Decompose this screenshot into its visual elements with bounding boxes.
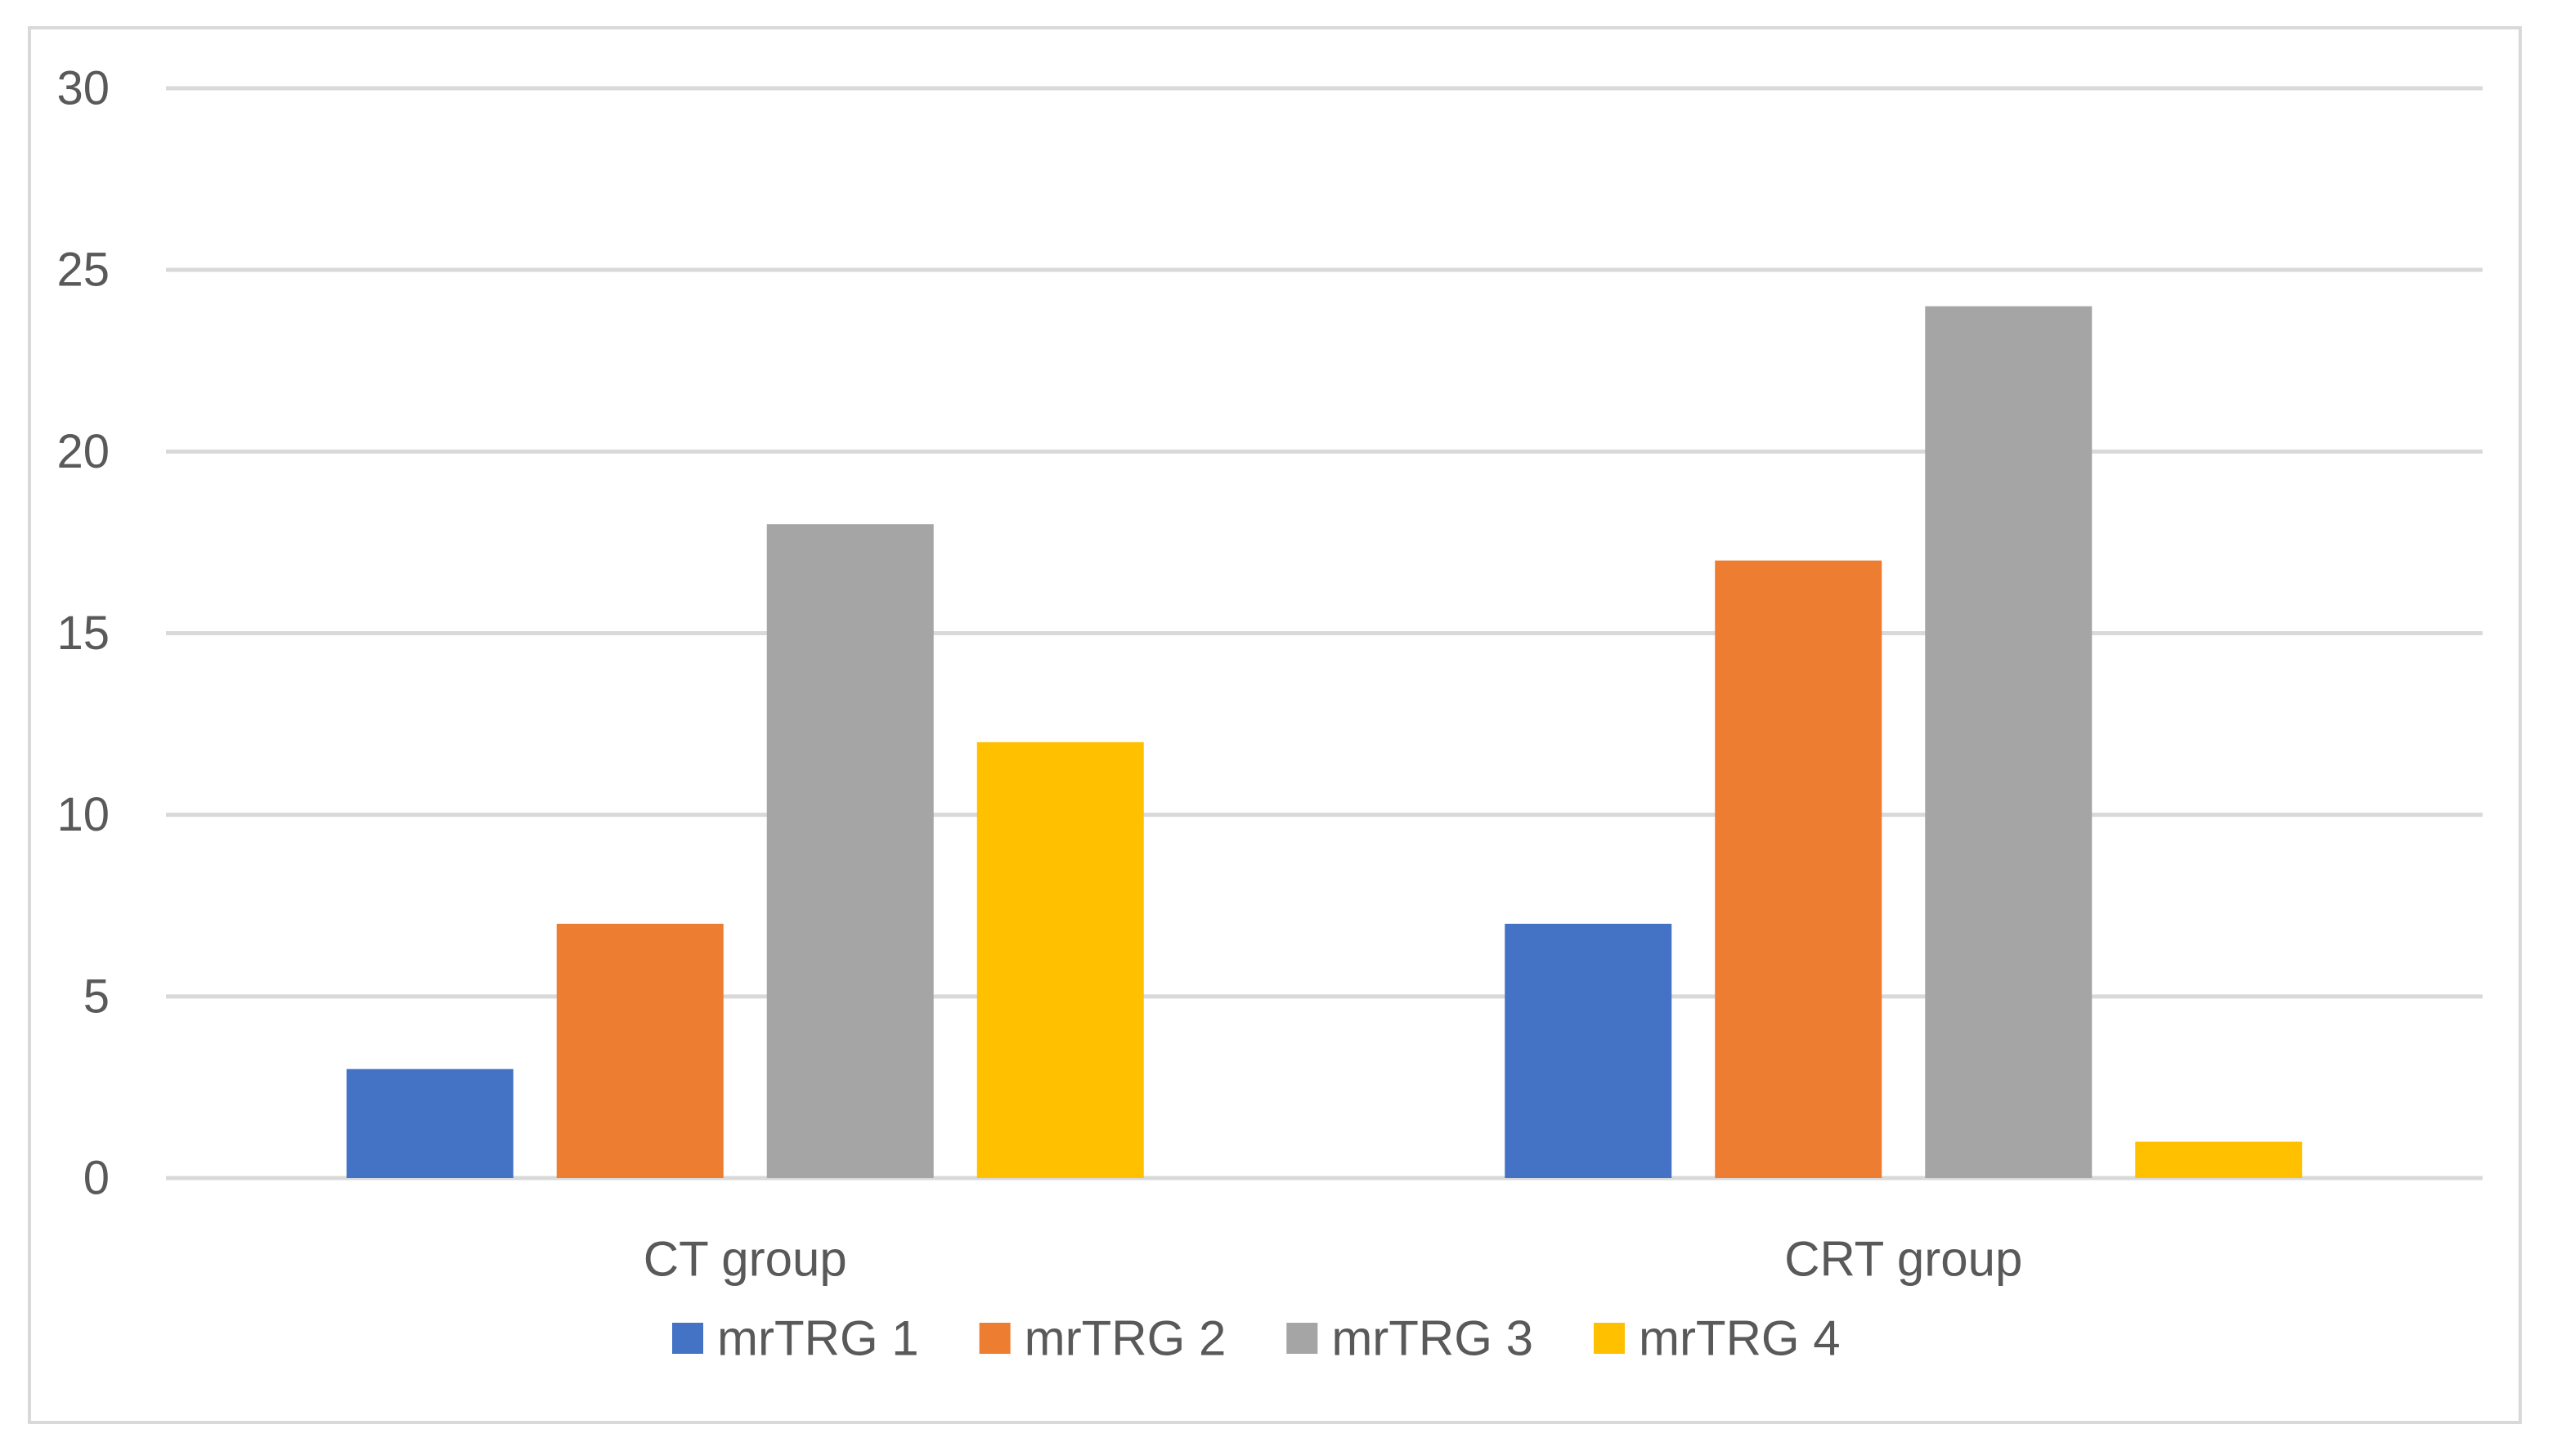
bar bbox=[556, 923, 724, 1178]
x-category-label: CRT group bbox=[1784, 1232, 2022, 1287]
y-tick-label: 10 bbox=[56, 788, 110, 841]
legend-swatch bbox=[979, 1323, 1011, 1354]
legend-swatch bbox=[1286, 1323, 1318, 1354]
x-axis-categories: CT group CRT group bbox=[644, 1232, 2023, 1287]
bar bbox=[1505, 923, 1672, 1178]
gridlines bbox=[166, 86, 2483, 1180]
bar bbox=[346, 1068, 514, 1178]
bars bbox=[346, 306, 2303, 1179]
legend: mrTRG 1 mrTRG 2 mrTRG 3 mrTRG 4 bbox=[672, 1311, 1841, 1366]
bar bbox=[2135, 1141, 2303, 1178]
y-tick-label: 15 bbox=[56, 607, 110, 660]
legend-swatch bbox=[1593, 1323, 1625, 1354]
chart-frame bbox=[28, 26, 2522, 1424]
legend-label: mrTRG 3 bbox=[1331, 1311, 1533, 1366]
legend-label: mrTRG 2 bbox=[1025, 1311, 1227, 1366]
y-tick-label: 5 bbox=[83, 970, 110, 1023]
bar bbox=[1925, 306, 2093, 1179]
legend-swatch bbox=[672, 1323, 703, 1354]
y-tick-label: 20 bbox=[56, 425, 110, 478]
bar bbox=[1715, 560, 1882, 1178]
y-tick-label: 0 bbox=[83, 1152, 110, 1205]
y-tick-label: 30 bbox=[56, 62, 110, 115]
y-axis-ticks: 0 5 10 15 20 25 30 bbox=[56, 62, 110, 1205]
bar bbox=[976, 741, 1144, 1178]
y-tick-label: 25 bbox=[56, 244, 110, 297]
bar bbox=[766, 524, 934, 1178]
x-category-label: CT group bbox=[644, 1232, 847, 1287]
legend-label: mrTRG 4 bbox=[1639, 1311, 1841, 1366]
legend-label: mrTRG 1 bbox=[717, 1311, 919, 1366]
